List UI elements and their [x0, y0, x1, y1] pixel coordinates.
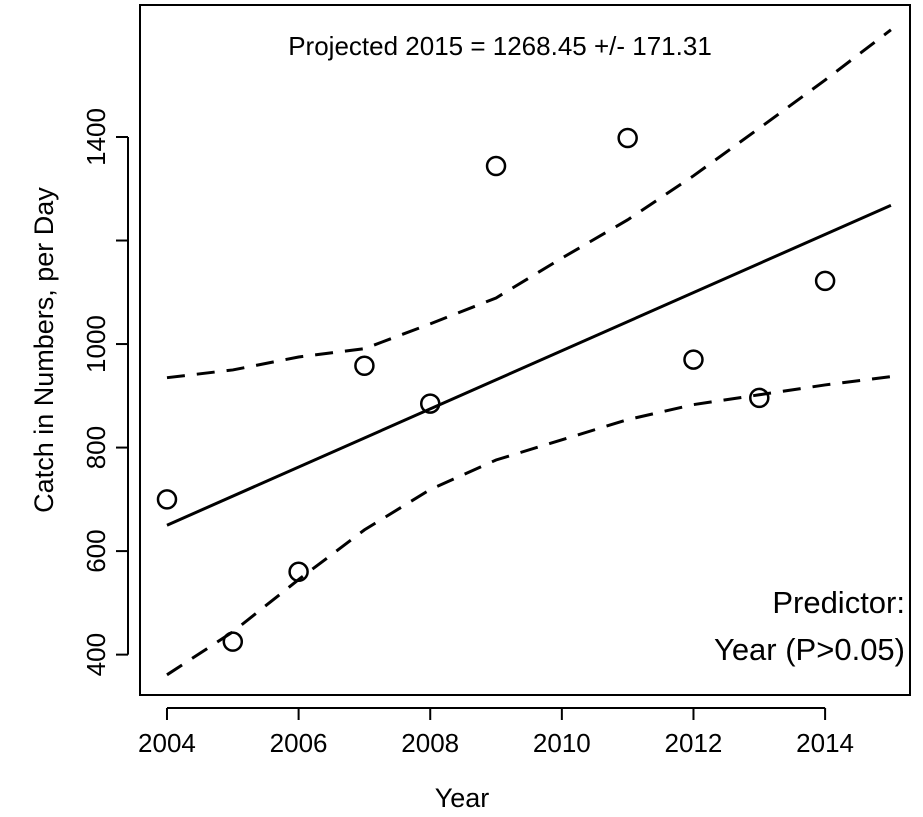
point [354, 355, 375, 377]
point [156, 489, 178, 510]
point [749, 387, 770, 409]
x-tick-label: 2006 [270, 728, 328, 758]
plot-box [139, 4, 911, 696]
x-tick-label: 2004 [138, 728, 196, 758]
x-axis-label: Year [435, 783, 490, 813]
note: Year (P>0.05) [714, 632, 905, 667]
point [222, 631, 244, 652]
point [617, 127, 638, 149]
y-axis-label: Catch in Numbers, per Day [29, 187, 59, 513]
x-tick-label: 2012 [665, 728, 723, 758]
y-tick-label: 1000 [81, 315, 111, 373]
x-tick-label: 2014 [796, 728, 854, 758]
band-line [166, 375, 892, 677]
band-line [166, 28, 892, 380]
y-tick-label: 800 [81, 426, 111, 469]
annotation: Projected 2015 = 1268.45 +/- 171.31 [288, 31, 712, 61]
y-tick-label: 600 [81, 529, 111, 572]
point [814, 270, 836, 292]
x-tick-label: 2010 [533, 728, 591, 758]
point [683, 349, 704, 370]
point [485, 155, 507, 177]
note: Predictor: [772, 585, 905, 620]
y-tick-label: 400 [81, 633, 111, 676]
y-tick-label: 1400 [81, 108, 111, 166]
fit-line [166, 203, 892, 527]
x-tick-label: 2008 [401, 728, 459, 758]
